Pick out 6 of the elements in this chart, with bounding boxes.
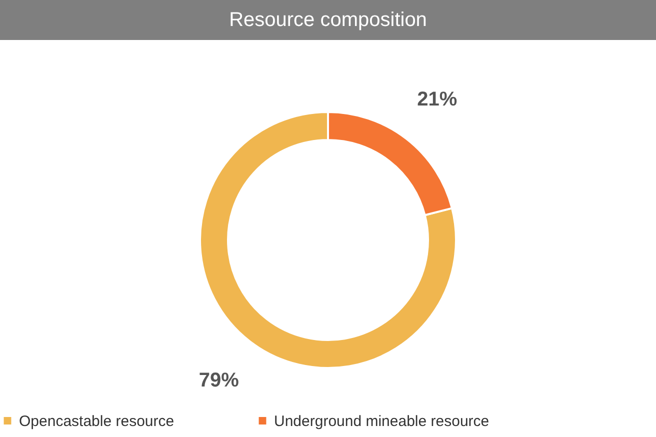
legend-label: Underground mineable resource [274, 412, 490, 430]
data-label: 79% [198, 370, 240, 392]
legend-label: Opencastable resource [19, 412, 174, 430]
data-label: 21% [417, 88, 458, 110]
chart-title: Resource composition [0, 0, 656, 40]
donut-slice [199, 111, 457, 369]
